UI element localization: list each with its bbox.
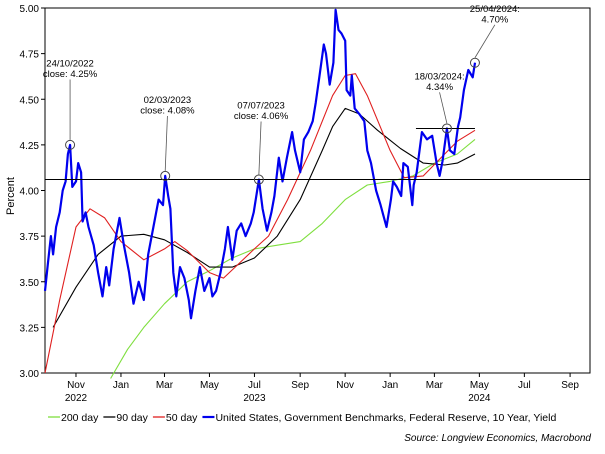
y-tick-label: 3.25 — [20, 323, 40, 334]
series-line-4 — [43, 8, 477, 320]
annotation-leader — [474, 24, 496, 58]
annotation-value: close: 4.25% — [43, 69, 98, 80]
y-tick-label: 5.00 — [20, 4, 40, 15]
annotation-marker — [441, 123, 452, 134]
y-tick-label: 4.50 — [20, 95, 40, 106]
x-tick-label: Sep — [561, 380, 579, 391]
x-tick-label: May — [470, 380, 489, 391]
x-tick-label: Jul — [248, 380, 261, 391]
legend-label: 200 day — [61, 412, 99, 424]
x-tick-label: Nov — [67, 380, 85, 391]
legend-label: 90 day — [116, 412, 148, 424]
y-tick-label: 3.75 — [20, 232, 40, 243]
x-tick-label: Mar — [426, 380, 444, 391]
annotation-value: close: 4.08% — [140, 106, 195, 117]
legend-label: United States, Government Benchmarks, Fe… — [215, 412, 556, 424]
y-tick-label: 4.25 — [20, 141, 40, 152]
series-layer — [43, 8, 477, 379]
x-year-label: 2024 — [468, 393, 491, 404]
y-tick-label: 4.75 — [20, 50, 40, 61]
x-tick-label: May — [200, 380, 219, 391]
annotation-date: 02/03/2023 — [144, 95, 192, 106]
legend: 200 day 90 day 50 day United States, Govern… — [48, 412, 556, 424]
x-year-label: 2023 — [243, 393, 266, 404]
x-tick-label: Sep — [291, 380, 309, 391]
y-axis: 3.00 3.25 3.50 3.75 4.00 4.25 4.50 4.75 5.00 — [20, 4, 45, 380]
x-tick-label: Jul — [518, 380, 531, 391]
x-year-label: 2022 — [65, 393, 88, 404]
annotation-value: 4.70% — [481, 14, 508, 25]
annotation-leader — [439, 92, 448, 124]
annotation-leader — [258, 121, 262, 175]
y-axis-label: Percent — [5, 177, 17, 215]
annotation-date: 18/03/2024: — [414, 71, 464, 82]
x-tick-label: Nov — [336, 380, 354, 391]
annotation-marker — [469, 57, 480, 68]
annotation-date: 24/10/2022 — [46, 59, 94, 70]
source-note: Source: Longview Economics, Macrobond — [404, 433, 591, 444]
series-line-2 — [52, 107, 476, 328]
annotation-date: 25/04/2024: — [470, 4, 520, 15]
annotation-date: 07/07/2023 — [237, 101, 285, 112]
plot-border — [44, 7, 591, 374]
legend-label: 50 day — [166, 412, 198, 424]
series-line-3 — [44, 73, 476, 374]
annotation-marker — [160, 170, 171, 181]
y-tick-label: 3.50 — [20, 278, 40, 289]
x-axis: Nov 2022 Jan Mar May Jul 2023 Sep Nov Jan Mar May 20… — [65, 373, 579, 404]
annotation-marker — [253, 174, 264, 185]
y-tick-label: 4.00 — [20, 187, 40, 198]
y-tick-label: 3.00 — [20, 369, 40, 380]
annotation-value: close: 4.06% — [234, 111, 289, 122]
x-tick-label: Jan — [113, 380, 129, 391]
x-tick-label: Jan — [382, 380, 398, 391]
annotation-marker — [65, 139, 76, 150]
plot-frame — [44, 7, 591, 374]
annotation-value: 4.34% — [426, 82, 453, 93]
x-tick-label: Mar — [156, 380, 174, 391]
annotation-leader — [164, 116, 168, 171]
